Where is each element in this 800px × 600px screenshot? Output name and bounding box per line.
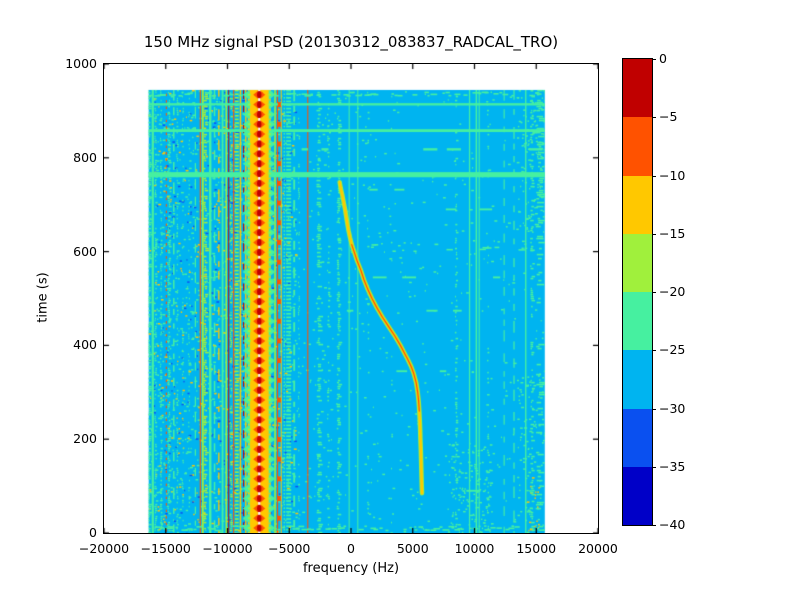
y-tick-label-0: 0	[89, 525, 97, 540]
x-tick-label-6: 10000	[454, 541, 495, 556]
y-tick-label-5: 1000	[65, 56, 97, 71]
colorbar-segment-3	[623, 233, 652, 292]
colorbar-tick-mark-1	[652, 117, 656, 119]
x-axis-label: frequency (Hz)	[302, 561, 400, 576]
x-tick-label-8: 20000	[578, 541, 618, 556]
colorbar-tick-mark-6	[652, 408, 656, 410]
colorbar-tick-label-1: −5	[659, 109, 678, 125]
colorbar-tick-mark-3	[652, 233, 656, 235]
chart-title: 150 MHz signal PSD (20130312_083837_RADC…	[143, 33, 559, 51]
colorbar-segment-6	[623, 408, 652, 467]
y-axis-label: time (s)	[35, 272, 51, 323]
x-tick-label-4: 0	[347, 541, 355, 556]
colorbar-tick-mark-2	[652, 175, 656, 177]
colorbar-segment-7	[623, 466, 652, 525]
x-tick-label-3: −5000	[268, 541, 311, 556]
y-tick-label-1: 200	[73, 431, 97, 447]
x-tick-label-1: −15000	[140, 541, 191, 556]
y-tick-label-4: 800	[73, 149, 97, 165]
spectrogram-canvas	[104, 64, 598, 533]
x-tick-label-0: −20000	[78, 541, 130, 556]
y-tick-label-3: 600	[73, 243, 97, 259]
plot-frame	[103, 63, 599, 534]
colorbar-segment-2	[623, 175, 652, 234]
colorbar-tick-mark-7	[652, 466, 656, 468]
x-tick-label-5: 5000	[396, 541, 429, 556]
x-tick-label-7: 15000	[516, 541, 557, 556]
x-tick-label-2: −10000	[202, 541, 253, 556]
colorbar-tick-mark-5	[652, 350, 656, 352]
colorbar-segment-4	[623, 292, 652, 351]
colorbar-segment-1	[623, 117, 652, 176]
colorbar-tick-label-5: −25	[659, 342, 686, 358]
colorbar-tick-label-8: −40	[659, 517, 686, 532]
colorbar-tick-label-3: −15	[659, 225, 686, 241]
colorbar-tick-label-4: −20	[659, 284, 686, 299]
colorbar-segment-5	[623, 350, 652, 409]
colorbar-tick-label-6: −30	[659, 400, 686, 416]
colorbar-tick-mark-0	[652, 59, 656, 60]
colorbar-tick-mark-8	[652, 525, 656, 526]
colorbar-segment-0	[623, 59, 652, 118]
y-tick-label-2: 400	[73, 337, 97, 353]
colorbar-tick-label-2: −10	[659, 167, 686, 183]
colorbar-tick-label-0: 0	[659, 51, 667, 66]
colorbar-tick-label-7: −35	[659, 458, 686, 474]
colorbar-tick-mark-4	[652, 292, 656, 293]
colorbar	[622, 58, 653, 526]
